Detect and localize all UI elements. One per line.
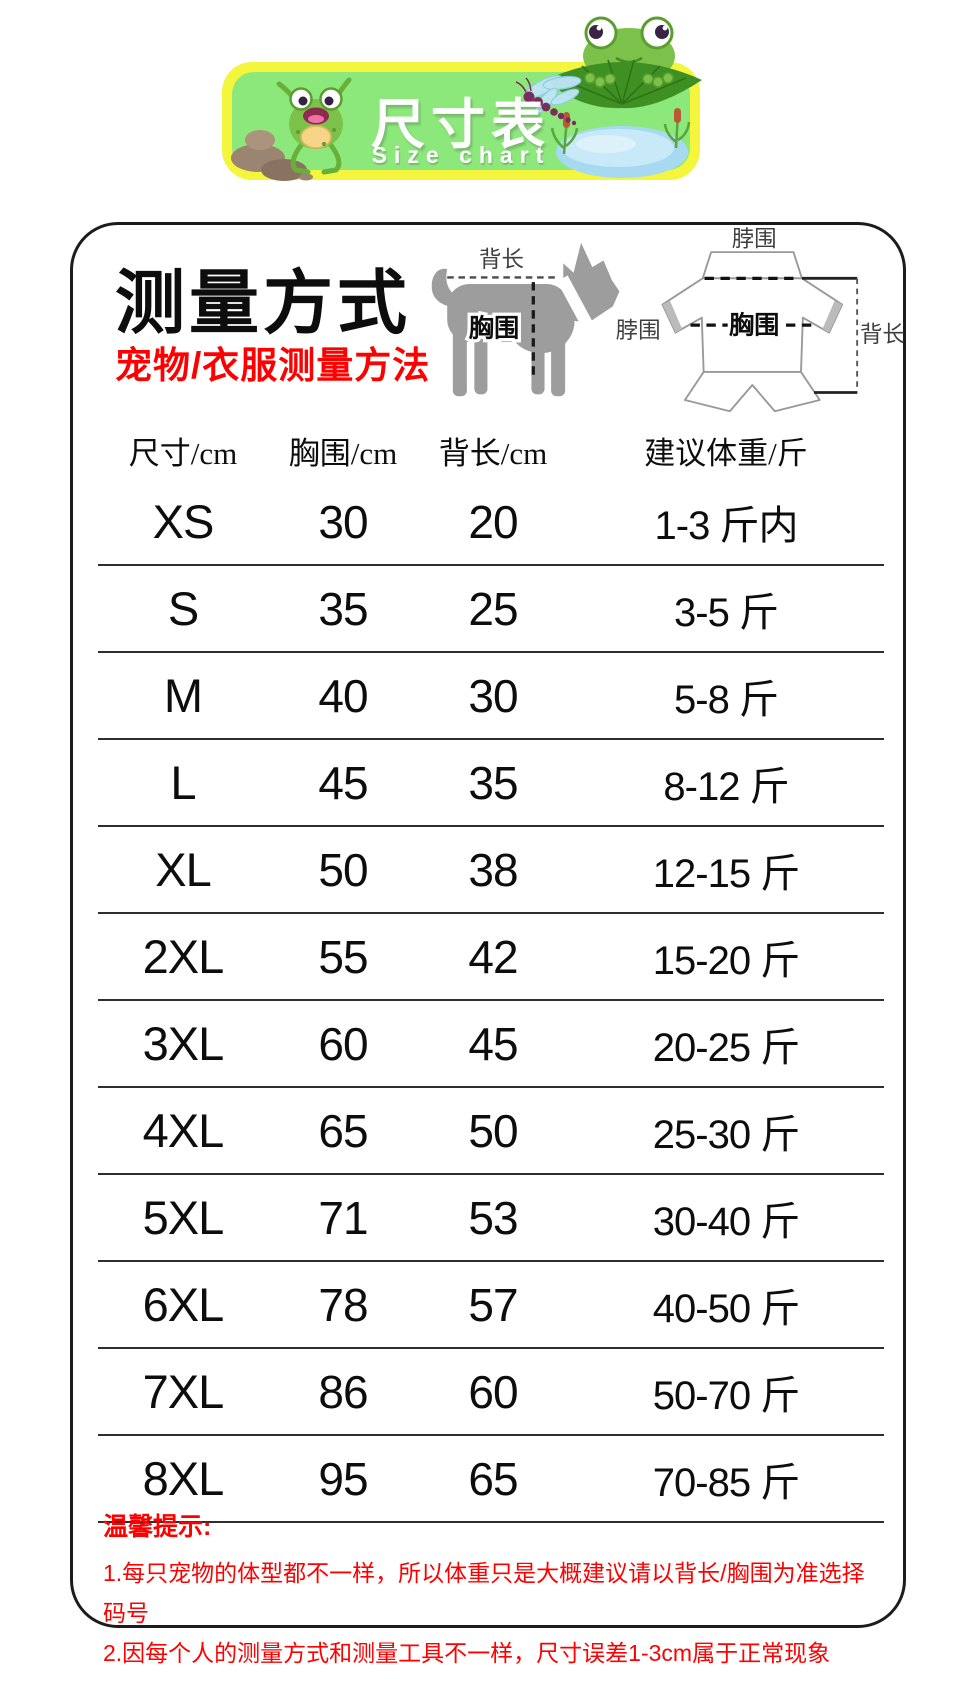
header-size: 尺寸/cm [128, 435, 238, 471]
header-chest: 胸围/cm [288, 435, 398, 471]
chest-cell: 60 [318, 1017, 368, 1070]
table-row: 8XL 95 65 70-85 斤 [98, 1436, 884, 1523]
garment-neck-label: 脖围 [732, 227, 777, 252]
table-row: 4XL 65 50 25-30 斤 [98, 1088, 884, 1175]
table-row: 5XL 71 53 30-40 斤 [98, 1175, 884, 1262]
banner-subtitle: Size chart [371, 142, 551, 168]
frog-on-lilypad-icon [546, 16, 702, 109]
weight-cell: 15-20 斤 [652, 938, 800, 983]
size-cell: 2XL [142, 930, 225, 983]
back-cell: 25 [468, 582, 518, 635]
chest-cell: 71 [318, 1191, 368, 1244]
garment-chest-label: 胸围 [729, 312, 780, 340]
section-title: 测量方式 [115, 264, 411, 342]
table-row: 6XL 78 57 40-50 斤 [98, 1262, 884, 1349]
chest-cell: 50 [318, 843, 368, 896]
notes-title: 温馨提示: [103, 1513, 212, 1541]
weight-cell: 30-40 斤 [652, 1199, 800, 1244]
dog-back-label: 背长 [479, 247, 524, 272]
dog-silhouette-icon [431, 242, 620, 397]
size-cell: 5XL [142, 1191, 225, 1244]
dog-chest-label: 胸围 [469, 314, 520, 342]
measurement-diagram: 背长 胸围 脖围 脖围 胸围 背长 [421, 227, 905, 423]
back-cell: 38 [468, 843, 518, 896]
table-row: L 45 35 8-12 斤 [98, 740, 884, 827]
size-cell: 3XL [142, 1017, 225, 1070]
header-back: 背长/cm [438, 435, 548, 471]
size-cell: L [170, 756, 196, 809]
table-row: XL 50 38 12-15 斤 [98, 827, 884, 914]
weight-cell: 3-5 斤 [674, 590, 779, 635]
table-row: M 40 30 5-8 斤 [98, 653, 884, 740]
notes: 温馨提示: 1.每只宠物的体型都不一样，所以体重只是大概建议请以背长/胸围为准选… [103, 1507, 883, 1673]
garment-outline-icon [661, 251, 844, 413]
table-row: 2XL 55 42 15-20 斤 [98, 914, 884, 1001]
weight-cell: 12-15 斤 [652, 851, 800, 896]
back-cell: 50 [468, 1104, 518, 1157]
chest-cell: 45 [318, 756, 368, 809]
weight-cell: 5-8 斤 [674, 677, 779, 722]
size-cell: S [167, 582, 199, 635]
chest-cell: 40 [318, 669, 368, 722]
size-cell: M [163, 669, 203, 722]
size-cell: 8XL [142, 1452, 225, 1505]
back-cell: 35 [468, 756, 518, 809]
weight-cell: 20-25 斤 [652, 1025, 800, 1070]
garment-back-label: 背长 [860, 322, 905, 347]
chest-cell: 86 [318, 1365, 368, 1418]
weight-cell: 50-70 斤 [652, 1373, 800, 1418]
section-subtitle: 宠物/衣服测量方法 [115, 345, 431, 386]
chest-cell: 95 [318, 1452, 368, 1505]
main-panel: 测量方式 宠物/衣服测量方法 背长 胸围 [70, 222, 906, 1666]
chest-cell: 35 [318, 582, 368, 635]
size-cell: XL [155, 843, 212, 896]
pond-icon [550, 108, 691, 178]
back-cell: 20 [468, 495, 518, 548]
jumping-frog-icon [231, 77, 352, 181]
table-row: S 35 25 3-5 斤 [98, 566, 884, 653]
back-cell: 42 [468, 930, 518, 983]
chest-cell: 65 [318, 1104, 368, 1157]
table-row: XS 30 20 1-3 斤内 [98, 479, 884, 566]
size-cell: XS [152, 495, 215, 548]
weight-cell: 40-50 斤 [652, 1286, 800, 1331]
table-row: 3XL 60 45 20-25 斤 [98, 1001, 884, 1088]
table-row: 7XL 86 60 50-70 斤 [98, 1349, 884, 1436]
back-cell: 65 [468, 1452, 518, 1505]
chest-cell: 78 [318, 1278, 368, 1331]
back-cell: 60 [468, 1365, 518, 1418]
chest-cell: 55 [318, 930, 368, 983]
back-cell: 53 [468, 1191, 518, 1244]
note-item: 2.因每个人的测量方式和测量工具不一样，尺寸误差1-3cm属于正常现象 [103, 1640, 831, 1666]
weight-cell: 25-30 斤 [652, 1112, 800, 1157]
size-table: 尺寸/cm 胸围/cm 背长/cm 建议体重/斤 XS 30 20 1-3 斤内… [98, 421, 884, 1523]
size-cell: 4XL [142, 1104, 225, 1157]
size-cell: 6XL [142, 1278, 225, 1331]
header-weight: 建议体重/斤 [644, 435, 808, 471]
weight-cell: 8-12 斤 [663, 764, 789, 809]
size-cell: 7XL [142, 1365, 225, 1418]
dragonfly-icon [515, 74, 582, 126]
banner-title: 尺寸表 [371, 95, 551, 155]
back-cell: 57 [468, 1278, 518, 1331]
note-item: 1.每只宠物的体型都不一样，所以体重只是大概建议请以背长/胸围为准选择码号 [103, 1560, 865, 1626]
chest-cell: 30 [318, 495, 368, 548]
weight-cell: 70-85 斤 [652, 1460, 800, 1505]
dog-neck-label: 脖围 [616, 318, 661, 343]
banner: 尺寸表 Size chart [222, 16, 702, 181]
back-cell: 30 [468, 669, 518, 722]
weight-cell: 1-3 斤内 [654, 503, 799, 548]
table-header-row: 尺寸/cm 胸围/cm 背长/cm 建议体重/斤 [98, 421, 884, 479]
back-cell: 45 [468, 1017, 518, 1070]
